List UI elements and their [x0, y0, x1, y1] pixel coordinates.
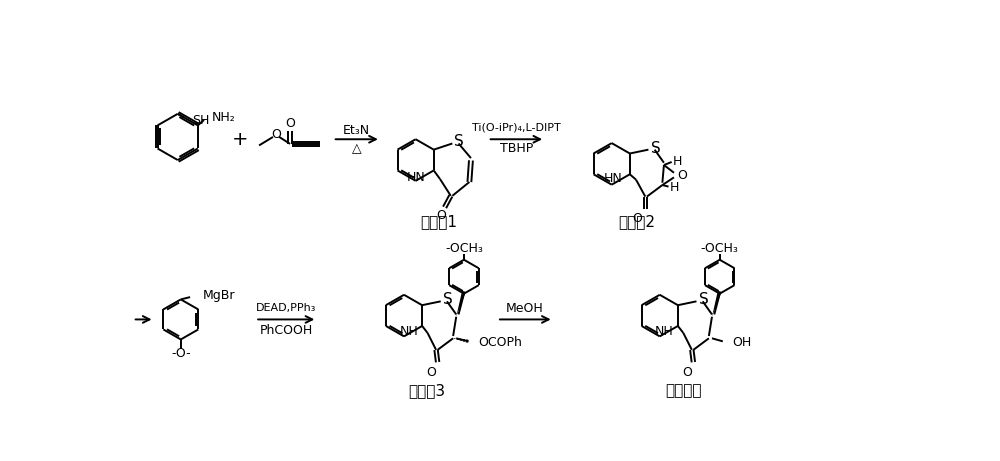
Text: TBHP: TBHP: [500, 142, 533, 155]
Text: O: O: [426, 366, 436, 378]
Text: S: S: [699, 292, 708, 307]
Text: O: O: [678, 169, 687, 182]
Text: O: O: [633, 212, 643, 225]
Text: +: +: [231, 130, 248, 149]
Text: O: O: [682, 366, 692, 378]
Polygon shape: [456, 291, 466, 317]
Text: 中间产3: 中间产3: [409, 384, 446, 399]
Text: -O-: -O-: [171, 347, 191, 360]
Text: S: S: [454, 135, 464, 149]
Text: Ti(O-iPr)₄,L-DIPT: Ti(O-iPr)₄,L-DIPT: [472, 123, 561, 133]
Text: H: H: [670, 181, 679, 194]
Text: SH: SH: [192, 113, 209, 126]
Text: NH: NH: [655, 325, 674, 338]
Text: OCOPh: OCOPh: [478, 336, 522, 349]
Text: 目标产物: 目标产物: [665, 384, 701, 399]
Text: MeOH: MeOH: [506, 302, 544, 315]
Text: △: △: [352, 142, 362, 155]
Text: S: S: [443, 292, 453, 307]
Text: H: H: [673, 155, 683, 168]
Text: HN: HN: [603, 171, 622, 185]
Text: S: S: [651, 141, 660, 156]
Text: -OCH₃: -OCH₃: [445, 242, 483, 255]
Text: O: O: [437, 209, 446, 222]
Text: -OCH₃: -OCH₃: [701, 242, 739, 255]
Polygon shape: [712, 291, 722, 317]
Text: 中间产1: 中间产1: [420, 214, 457, 229]
Text: MgBr: MgBr: [202, 289, 235, 302]
Text: Et₃N: Et₃N: [343, 124, 370, 136]
Text: NH₂: NH₂: [212, 111, 236, 124]
Text: HN: HN: [407, 171, 426, 184]
Text: DEAD,PPh₃: DEAD,PPh₃: [256, 303, 316, 313]
Text: PhCOOH: PhCOOH: [260, 324, 313, 337]
Text: O: O: [271, 128, 281, 141]
Text: O: O: [285, 117, 295, 130]
Text: OH: OH: [732, 336, 751, 349]
Text: 中间产2: 中间产2: [618, 214, 655, 229]
Text: NH: NH: [399, 325, 418, 338]
